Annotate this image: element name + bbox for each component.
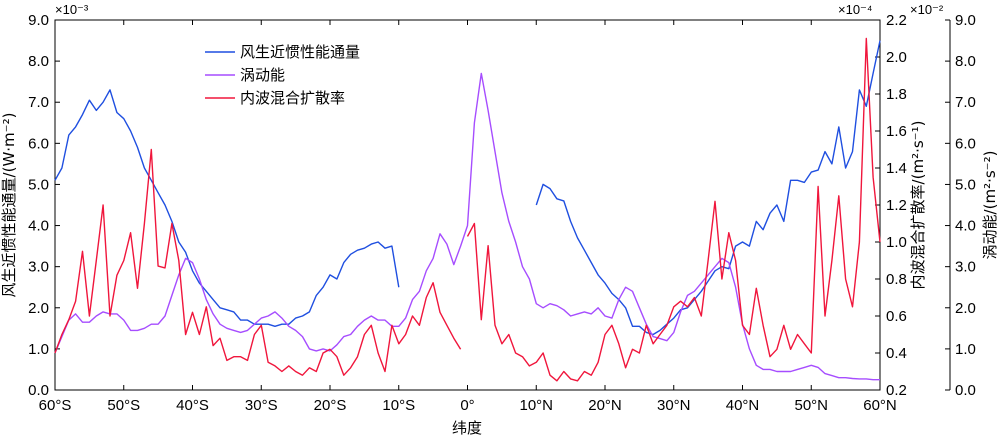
right2-tick-label: 8.0 [955, 53, 976, 70]
right1-tick-label: 1.2 [886, 197, 907, 214]
plot-frame [54, 19, 881, 391]
right2-tick-label: 7.0 [955, 94, 976, 111]
legend-label-diffusivity: 内波混合扩散率 [240, 89, 345, 107]
ticks-group: 60°S 50°S 40°S 30°S 20°S 10°S 0° 10°N 20°N 30°N 40… [28, 12, 976, 414]
right2-tick-label: 3.0 [955, 259, 976, 276]
x-tick-label: 20°S [314, 397, 347, 414]
right1-axis-multiplier: ×10⁻⁴ [838, 2, 873, 17]
x-axis-title: 纬度 [452, 419, 482, 437]
left-tick-label: 6.0 [28, 135, 49, 152]
legend-label-eke: 涡动能 [240, 66, 285, 84]
left-tick-label: 8.0 [28, 53, 49, 70]
right1-tick-label: 2.0 [886, 49, 907, 66]
series-line-2 [466, 37, 881, 382]
right2-tick-label: 9.0 [955, 12, 976, 29]
left-tick-label: 0.0 [28, 382, 49, 399]
series-line-0 [54, 89, 400, 327]
x-tick-label: 10°S [382, 397, 415, 414]
x-tick-label: 0° [460, 397, 474, 414]
x-tick-label: 50°S [107, 397, 140, 414]
right1-tick-label: 1.8 [886, 86, 907, 103]
series-line-2 [54, 148, 462, 376]
series-line-0 [535, 40, 881, 336]
right2-tick-label: 5.0 [955, 176, 976, 193]
x-tick-label: 30°N [657, 397, 691, 414]
left-axis-title: 风生近惯性能通量/(W·m⁻²) [0, 113, 18, 298]
right2-tick-label: 1.0 [955, 341, 976, 358]
right1-tick-label: 1.4 [886, 160, 907, 177]
legend: 风生近惯性能通量 涡动能 内波混合扩散率 [205, 43, 360, 107]
right1-tick-label: 2.2 [886, 12, 907, 29]
x-tick-label: 10°N [519, 397, 553, 414]
right1-tick-label: 0.6 [886, 308, 907, 325]
right2-axis-multiplier: ×10⁻² [910, 2, 944, 17]
right2-tick-label: 0.0 [955, 382, 976, 399]
right2-tick-label: 2.0 [955, 300, 976, 317]
right1-axis-title: 内波混合扩散率/(m²·s⁻¹) [909, 121, 927, 290]
series-group [54, 37, 881, 382]
left-tick-label: 4.0 [28, 218, 49, 235]
right1-tick-label: 1.6 [886, 123, 907, 140]
left-tick-label: 9.0 [28, 12, 49, 29]
x-tick-label: 20°N [588, 397, 622, 414]
right1-tick-label: 0.8 [886, 271, 907, 288]
x-tick-label: 40°S [176, 397, 209, 414]
x-tick-label: 50°N [794, 397, 828, 414]
right1-tick-label: 0.4 [886, 345, 907, 362]
left-axis-multiplier: ×10⁻³ [55, 2, 89, 17]
left-tick-label: 7.0 [28, 94, 49, 111]
right1-tick-label: 0.2 [886, 382, 907, 399]
left-tick-label: 3.0 [28, 259, 49, 276]
left-tick-label: 1.0 [28, 341, 49, 358]
right2-tick-label: 4.0 [955, 218, 976, 235]
x-tick-label: 30°S [245, 397, 278, 414]
right1-tick-label: 1.0 [886, 234, 907, 251]
left-tick-label: 2.0 [28, 300, 49, 317]
right2-tick-label: 6.0 [955, 135, 976, 152]
x-tick-label: 40°N [726, 397, 760, 414]
series-line-1 [54, 72, 880, 381]
right2-axis-title: 涡动能/(m²·s⁻²) [981, 151, 999, 260]
x-tick-label: 60°S [39, 397, 72, 414]
legend-label-wind-flux: 风生近惯性能通量 [240, 43, 360, 61]
left-tick-label: 5.0 [28, 176, 49, 193]
x-tick-label: 60°N [863, 397, 897, 414]
